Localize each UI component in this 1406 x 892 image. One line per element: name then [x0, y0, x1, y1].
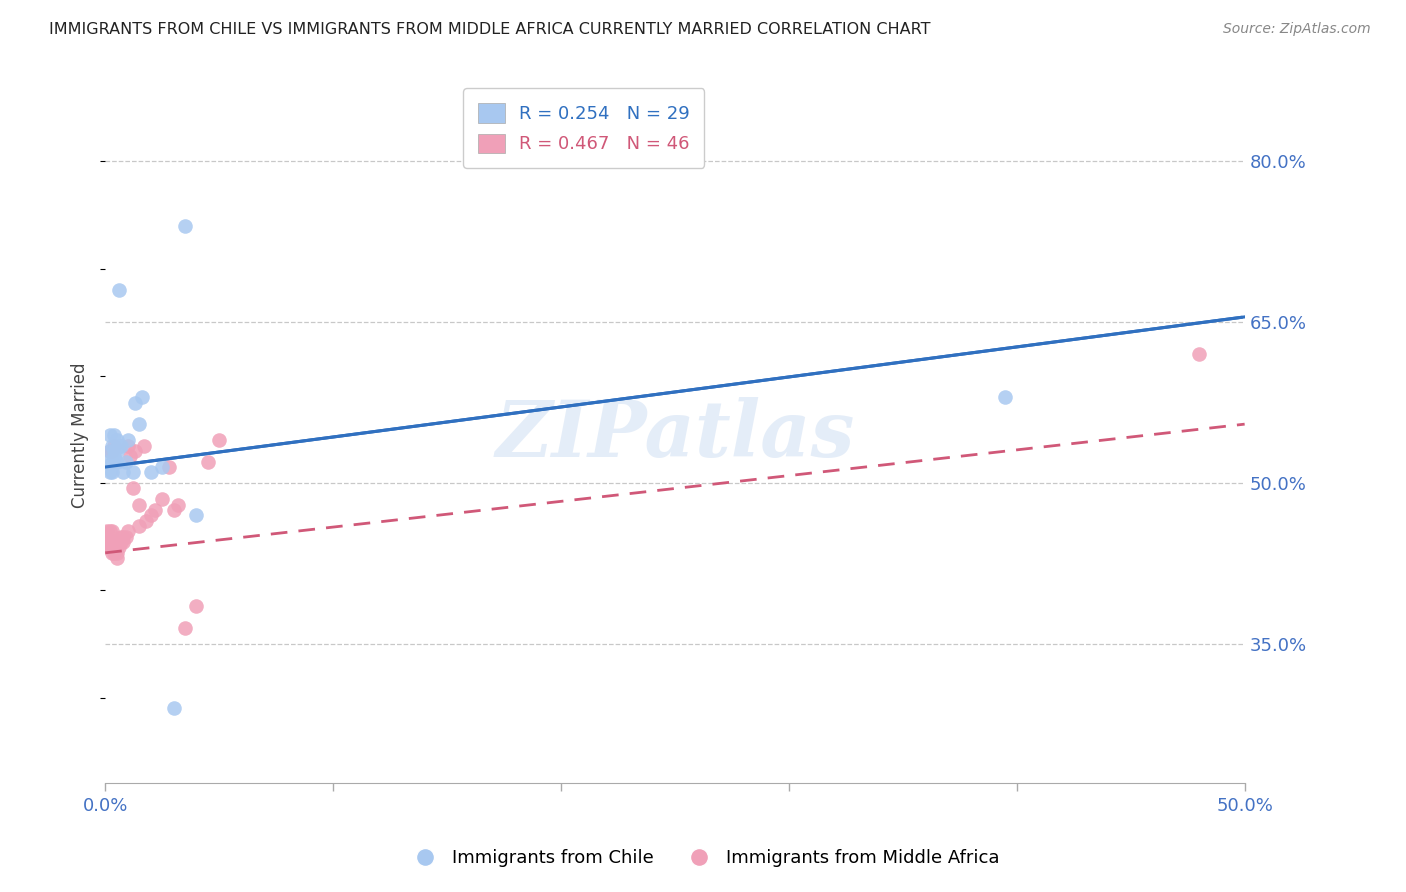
Point — [124, 395, 146, 409]
Text: ZIPatlas: ZIPatlas — [495, 397, 855, 473]
Point — [150, 460, 173, 475]
Point — [98, 524, 121, 539]
Point — [103, 444, 125, 458]
Point — [186, 508, 208, 523]
Point — [157, 460, 180, 475]
Point — [103, 439, 125, 453]
Point — [103, 450, 125, 464]
Point — [108, 283, 131, 297]
Point — [101, 439, 124, 453]
Point — [121, 482, 143, 496]
Point — [112, 530, 135, 544]
Point — [114, 455, 136, 469]
Point — [167, 498, 190, 512]
Point — [121, 466, 143, 480]
Point — [108, 439, 131, 453]
Point — [162, 701, 184, 715]
Y-axis label: Currently Married: Currently Married — [72, 362, 89, 508]
Point — [174, 219, 197, 233]
Point — [186, 599, 208, 614]
Point — [105, 455, 128, 469]
Point — [103, 428, 125, 442]
Point — [143, 503, 166, 517]
Point — [1188, 347, 1211, 361]
Point — [208, 434, 231, 448]
Point — [98, 541, 121, 555]
Point — [117, 439, 139, 453]
Point — [105, 444, 128, 458]
Point — [132, 439, 155, 453]
Point — [101, 444, 124, 458]
Point — [96, 524, 118, 539]
Point — [98, 444, 121, 458]
Legend: R = 0.254   N = 29, R = 0.467   N = 46: R = 0.254 N = 29, R = 0.467 N = 46 — [463, 88, 704, 168]
Point — [112, 535, 135, 549]
Legend: Immigrants from Chile, Immigrants from Middle Africa: Immigrants from Chile, Immigrants from M… — [399, 842, 1007, 874]
Point — [114, 530, 136, 544]
Point — [120, 450, 142, 464]
Point — [101, 455, 124, 469]
Point — [98, 444, 121, 458]
Point — [112, 466, 135, 480]
Point — [96, 541, 118, 555]
Point — [110, 535, 132, 549]
Point — [110, 439, 132, 453]
Point — [101, 541, 124, 555]
Point — [103, 546, 125, 560]
Point — [101, 535, 124, 549]
Point — [124, 444, 146, 458]
Point — [128, 519, 150, 533]
Point — [105, 535, 128, 549]
Text: Source: ZipAtlas.com: Source: ZipAtlas.com — [1223, 22, 1371, 37]
Point — [101, 546, 124, 560]
Point — [994, 390, 1017, 404]
Point — [117, 434, 139, 448]
Point — [105, 434, 128, 448]
Point — [105, 546, 128, 560]
Point — [128, 498, 150, 512]
Point — [98, 535, 121, 549]
Point — [101, 524, 124, 539]
Point — [117, 524, 139, 539]
Point — [98, 428, 121, 442]
Point — [108, 535, 131, 549]
Point — [103, 541, 125, 555]
Point — [150, 492, 173, 507]
Point — [162, 503, 184, 517]
Point — [139, 466, 162, 480]
Point — [128, 417, 150, 431]
Point — [105, 551, 128, 566]
Text: IMMIGRANTS FROM CHILE VS IMMIGRANTS FROM MIDDLE AFRICA CURRENTLY MARRIED CORRELA: IMMIGRANTS FROM CHILE VS IMMIGRANTS FROM… — [49, 22, 931, 37]
Point — [139, 508, 162, 523]
Point — [108, 541, 131, 555]
Point — [96, 455, 118, 469]
Point — [103, 535, 125, 549]
Point — [98, 466, 121, 480]
Point — [101, 466, 124, 480]
Point — [131, 390, 153, 404]
Point — [96, 535, 118, 549]
Point — [135, 514, 157, 528]
Point — [174, 621, 197, 635]
Point — [197, 455, 219, 469]
Point — [110, 530, 132, 544]
